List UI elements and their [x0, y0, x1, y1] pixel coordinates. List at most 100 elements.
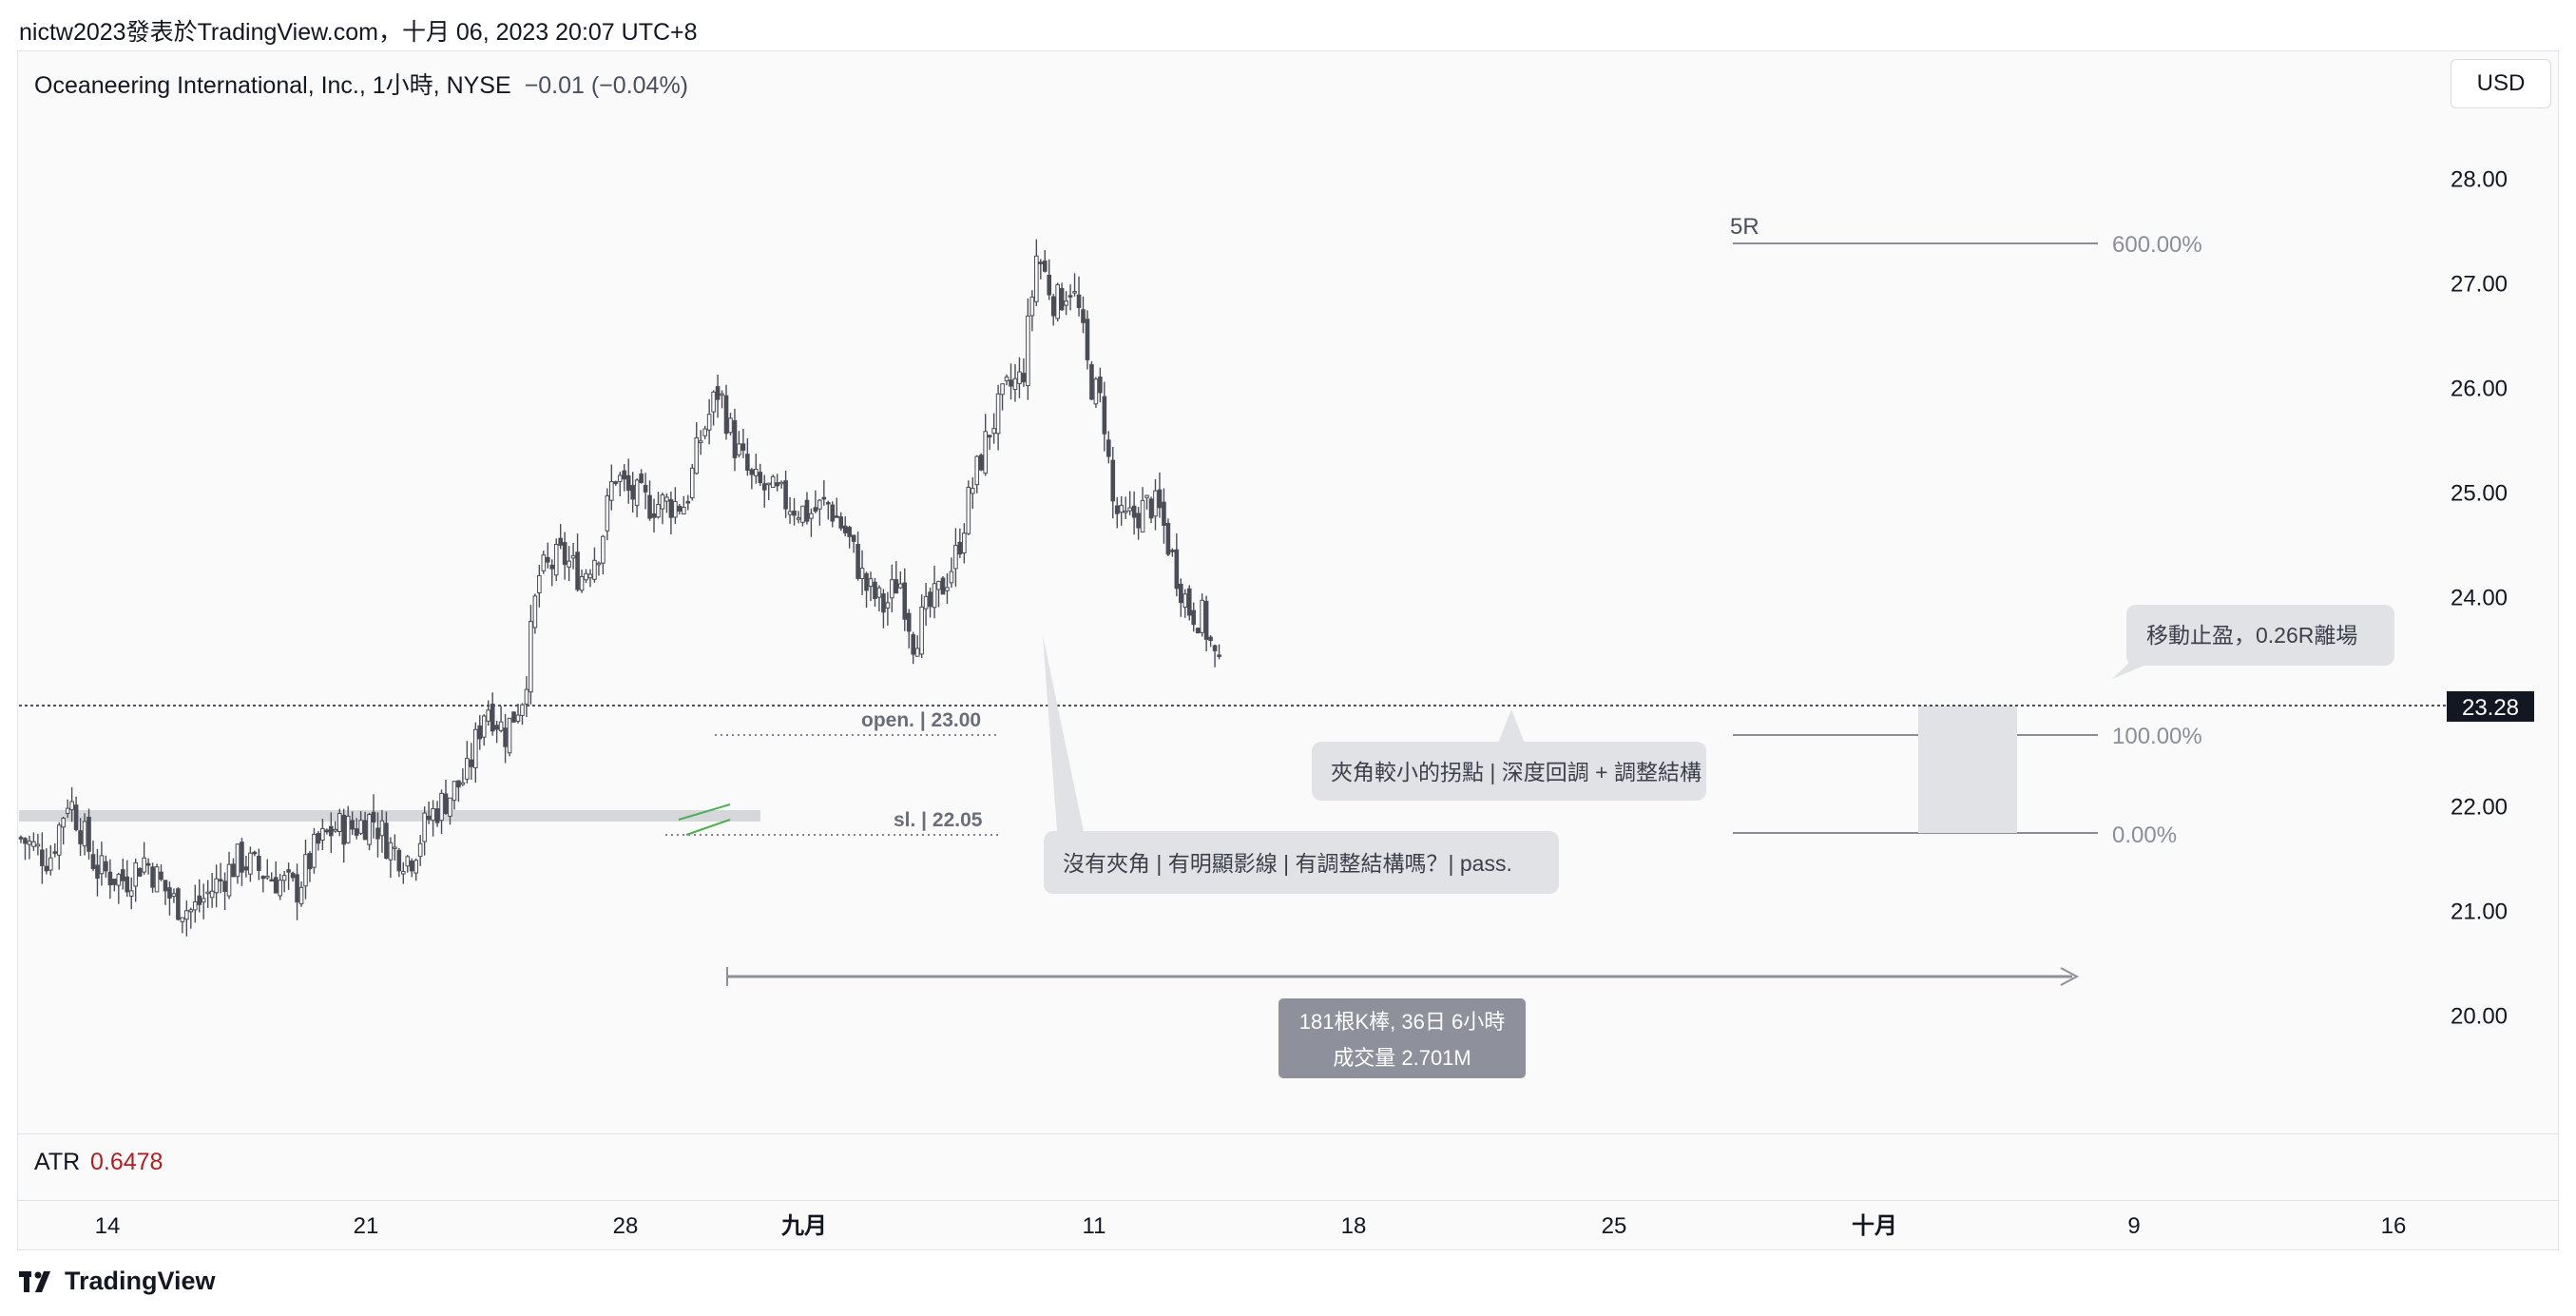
candle-body: [983, 431, 988, 474]
candle-body: [1179, 583, 1183, 604]
candle-body: [902, 582, 908, 620]
candle-body: [188, 909, 194, 913]
candle-body: [31, 841, 36, 847]
candle-body: [800, 505, 805, 523]
candle-body: [894, 579, 899, 594]
candle-body: [723, 395, 729, 435]
candle-body: [1085, 319, 1090, 360]
candle-body: [18, 837, 24, 840]
candle-body: [830, 504, 836, 522]
candle-body: [1055, 283, 1060, 319]
candle-body: [1093, 378, 1099, 405]
candle-body: [1148, 498, 1154, 519]
candle-body: [1165, 522, 1171, 555]
candle-body: [643, 484, 648, 493]
candle-body: [945, 587, 950, 591]
candle-body: [257, 855, 261, 871]
fib-600-label: 600.00%: [2112, 232, 2202, 258]
candle-body: [1203, 600, 1209, 640]
candle-body: [329, 825, 334, 837]
candle-body: [248, 852, 253, 875]
candle-body: [605, 495, 610, 532]
candle-body: [260, 876, 266, 880]
candle-body: [252, 851, 258, 855]
candle-body: [61, 818, 67, 828]
candle-body: [664, 496, 669, 502]
candle-body: [1217, 654, 1221, 657]
candle-body: [1012, 377, 1018, 391]
price-axis[interactable]: 28.0027.0026.0025.0024.0023.0022.0021.00…: [2451, 167, 2508, 1030]
candle-body: [558, 537, 563, 546]
candle-body: [1131, 505, 1137, 518]
date-range-label-box[interactable]: [1278, 998, 1526, 1078]
atr-indicator-pane[interactable]: [17, 1133, 2559, 1201]
candle-body: [128, 890, 134, 897]
candle-body: [434, 808, 440, 823]
tradingview-logo[interactable]: TradingView: [19, 1267, 216, 1296]
candle-body: [987, 435, 992, 438]
candle-body: [1029, 296, 1035, 317]
candle-body: [235, 843, 240, 878]
callout-pullback-pointer: [1497, 709, 1526, 745]
candle-body: [885, 602, 891, 609]
candle-body: [278, 880, 282, 897]
candle-body: [264, 875, 270, 879]
publish-caption: nictw2023發表於TradingView.com，十月 06, 2023 …: [19, 19, 698, 46]
symbol-legend[interactable]: Oceaneering International, Inc., 1小時, NY…: [34, 67, 688, 101]
candle-body: [625, 474, 631, 492]
last-price-value: 23.28: [2462, 695, 2519, 721]
candle-body: [375, 827, 380, 840]
candle-body: [694, 436, 700, 474]
candle-body: [914, 648, 920, 657]
candle-body: [1186, 588, 1192, 616]
candle-body: [923, 595, 929, 610]
candle-body: [876, 587, 882, 598]
candle-body: [859, 568, 865, 579]
callout-pullback-box[interactable]: [1312, 742, 1706, 801]
callout-exit-box[interactable]: [2126, 605, 2394, 666]
candle-body: [142, 857, 146, 873]
candle-body: [1089, 364, 1094, 400]
candle-body: [379, 820, 385, 837]
candle-body: [949, 571, 954, 584]
candle-body: [906, 612, 912, 632]
time-tick-label: 14: [95, 1213, 121, 1239]
candle-body: [40, 849, 45, 866]
candle-body: [966, 486, 971, 534]
candle-body: [601, 535, 606, 564]
time-axis[interactable]: [17, 1200, 2559, 1251]
candle-body: [286, 869, 291, 873]
candle-body: [107, 871, 113, 886]
time-tick-label: 25: [1602, 1213, 1627, 1239]
candle-body: [125, 876, 130, 893]
candle-body: [431, 808, 435, 822]
candle-body: [159, 871, 163, 881]
callout-pullback-text: 夾角較小的拐點 | 深度回調 + 調整結構: [1331, 760, 1701, 784]
callout-pass-box[interactable]: [1044, 831, 1559, 894]
candle-body: [95, 864, 100, 880]
candle-body: [821, 496, 827, 500]
price-tick-label: 25.00: [2451, 481, 2508, 507]
candle-body: [472, 728, 478, 768]
price-tick-label: 22.00: [2451, 795, 2508, 821]
price-tick-label: 27.00: [2451, 272, 2508, 298]
candle-body: [443, 793, 449, 815]
candle-body: [1106, 439, 1111, 457]
candle-body: [503, 727, 508, 747]
candle-body: [171, 893, 177, 898]
candle-body: [868, 578, 874, 588]
candle-body: [1119, 504, 1125, 513]
time-tick-label: 十月: [1852, 1213, 1897, 1239]
candle-body: [362, 820, 368, 841]
time-tick-label: 11: [1083, 1213, 1106, 1239]
candle-body: [842, 525, 848, 533]
candle-body: [962, 532, 967, 554]
candle-body: [312, 833, 317, 868]
candle-body: [1174, 549, 1180, 590]
candle-body: [1102, 396, 1107, 435]
candle-body: [498, 721, 504, 731]
candle-body: [197, 895, 202, 905]
last-price-tag: [2447, 691, 2534, 722]
currency-button[interactable]: USD: [2451, 59, 2551, 108]
